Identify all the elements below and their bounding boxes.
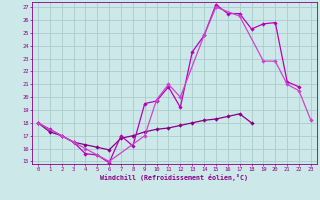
X-axis label: Windchill (Refroidissement éolien,°C): Windchill (Refroidissement éolien,°C) (100, 174, 248, 181)
